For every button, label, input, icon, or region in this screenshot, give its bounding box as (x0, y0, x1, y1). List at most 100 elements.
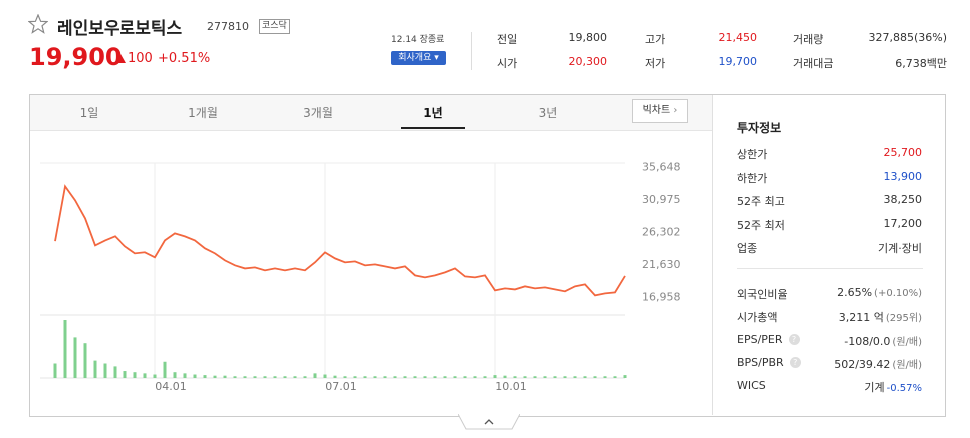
invest-divider (737, 268, 923, 269)
tab[interactable]: 1년 (423, 106, 443, 120)
volume-bar (533, 376, 537, 378)
volume-bar (233, 376, 237, 378)
volume-bar (503, 375, 507, 378)
volume-bar (443, 376, 447, 378)
volume-bar (323, 374, 327, 378)
invest-label: 52주 최저 (737, 218, 785, 232)
up-arrow (116, 54, 126, 63)
volume-bar (573, 376, 577, 378)
volume-bar (203, 375, 207, 378)
favorite-star[interactable] (28, 14, 48, 34)
volume-bar (283, 376, 287, 378)
summary-value: 21,450 (718, 31, 758, 44)
tab[interactable]: 3년 (538, 106, 558, 120)
volume-bar (63, 320, 67, 378)
volume-bar (593, 376, 597, 378)
volume-bar (73, 337, 77, 378)
invest-note: (295위) (885, 313, 922, 325)
volume-bar (293, 376, 297, 378)
volume-bar (433, 376, 437, 378)
y-tick-label: 16,958 (642, 290, 681, 303)
invest-label: BPS/PBR? (737, 356, 801, 369)
volume-bar (473, 376, 477, 378)
summary-label: 저가 (645, 57, 666, 70)
volume-bar (213, 375, 217, 378)
invest-value-text: 2.65% (837, 286, 873, 299)
volume-bar (333, 375, 337, 378)
stock-code: 277810 (207, 20, 249, 33)
volume-bar (123, 371, 127, 378)
volume-bar (113, 366, 117, 378)
help-icon[interactable]: ? (789, 357, 801, 369)
invest-label: 하한가 (737, 171, 768, 185)
volume-bar (373, 376, 377, 378)
y-tick-label: 35,648 (642, 160, 681, 173)
invest-label: 업종 (737, 242, 758, 255)
tab-bar (30, 95, 712, 131)
panel-divider (712, 95, 713, 415)
y-tick-label: 26,302 (642, 225, 681, 238)
help-icon[interactable]: ? (788, 334, 800, 346)
y-tick-label: 30,975 (642, 193, 681, 206)
volume-bar (193, 374, 197, 378)
invest-label-text: 외국인비율 (737, 288, 788, 301)
summary-value: 19,800 (568, 31, 608, 44)
invest-value-text: 502/39.42 (834, 357, 891, 371)
volume-bar (403, 376, 407, 378)
volume-bar (483, 376, 487, 378)
company-button[interactable]: 회사개요 ▾ (391, 51, 446, 65)
volume-bar (543, 376, 547, 378)
volume-bar (83, 343, 87, 378)
invest-value-text: -108/0.0 (844, 334, 891, 348)
volume-bar (423, 376, 427, 378)
volume-bar (493, 375, 497, 378)
company-button-label: 회사개요 (398, 53, 432, 63)
volume-bar (303, 376, 307, 378)
invest-label: EPS/PER? (737, 333, 800, 346)
volume-bar (623, 375, 627, 378)
volume-bar (143, 373, 147, 378)
tab[interactable]: 3개월 (303, 106, 333, 120)
volume-bar (173, 372, 177, 378)
summary-label: 거래대금 (793, 57, 834, 70)
invest-label: 외국인비율 (737, 286, 788, 302)
invest-label: WICS (737, 379, 766, 392)
summary-value: 20,300 (568, 55, 608, 68)
invest-value-text: 기계 (864, 381, 885, 395)
x-tick-label: 07.01 (325, 380, 357, 393)
summary-value: 327,885(36%) (868, 31, 947, 44)
x-tick-label: 04.01 (155, 380, 187, 393)
invest-value: -108/0.0 (원/배) (844, 333, 922, 348)
volume-bar (353, 376, 357, 378)
chart: 16,958 21,630 26,302 30,975 35,648 04.01 07.01… (40, 160, 681, 393)
collapse-handle[interactable] (458, 414, 520, 430)
invest-value: 2.65% (+0.10%) (837, 286, 922, 299)
y-tick-label: 21,630 (642, 258, 681, 271)
invest-note: -0.57% (886, 383, 922, 395)
market-status: 12.14 장종료 (391, 35, 445, 45)
stock-name: 레인보우로보틱스 (57, 19, 183, 39)
invest-label-text: EPS/PER (737, 332, 783, 346)
invest-label: 52주 최고 (737, 195, 785, 208)
invest-value: 기계 -0.57% (864, 379, 922, 395)
invest-value: 13,900 (883, 169, 923, 183)
market-badge: 코스닥 (259, 19, 290, 34)
x-tick-label: 10.01 (495, 380, 527, 393)
volume-bar (263, 376, 267, 378)
invest-label-text: 시가총액 (737, 311, 778, 325)
price-change: 100 (128, 51, 153, 66)
volume-bar (453, 376, 457, 378)
tab[interactable]: 1개월 (188, 106, 218, 120)
volume-bar (563, 376, 567, 378)
volume-bar (523, 376, 527, 378)
price-line (54, 184, 626, 297)
summary-value: 6,738백만 (895, 57, 947, 70)
volume-bar (53, 363, 57, 378)
volume-bar (223, 375, 227, 378)
tab[interactable]: 1일 (79, 106, 99, 120)
volume-bar (243, 376, 247, 378)
invest-label-text: BPS/PBR (737, 355, 784, 369)
invest-value: 3,211 억 (295위) (839, 309, 922, 325)
big-chart-button[interactable]: 빅차트 › (632, 99, 688, 123)
